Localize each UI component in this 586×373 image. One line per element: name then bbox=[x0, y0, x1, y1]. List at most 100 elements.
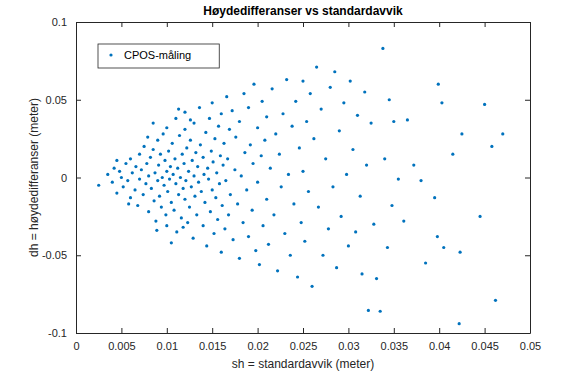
point bbox=[349, 79, 352, 82]
point bbox=[254, 249, 257, 252]
point bbox=[242, 92, 245, 95]
point bbox=[229, 193, 232, 196]
point bbox=[152, 148, 155, 151]
point bbox=[226, 157, 229, 160]
tick-label: -0.05 bbox=[42, 249, 67, 261]
point bbox=[210, 149, 213, 152]
title: Høydedifferanser vs standardavvik bbox=[203, 4, 403, 18]
tick: -0.05 bbox=[42, 249, 81, 261]
point bbox=[131, 171, 134, 174]
point bbox=[189, 139, 192, 142]
point bbox=[307, 190, 310, 193]
tick-mark bbox=[76, 22, 81, 23]
x-axis-top bbox=[77, 22, 531, 27]
point bbox=[402, 219, 405, 222]
point bbox=[170, 201, 173, 204]
point bbox=[220, 251, 223, 254]
tick-label: 0.02 bbox=[247, 340, 268, 352]
point bbox=[183, 111, 186, 114]
tick bbox=[485, 22, 486, 27]
tick: 0.01 bbox=[157, 328, 178, 352]
tick bbox=[439, 22, 440, 27]
point bbox=[156, 179, 159, 182]
point bbox=[161, 176, 164, 179]
point bbox=[483, 103, 486, 106]
point bbox=[187, 170, 190, 173]
point bbox=[317, 205, 320, 208]
point bbox=[183, 128, 186, 131]
tick: 0 bbox=[61, 172, 81, 184]
point bbox=[192, 237, 195, 240]
point bbox=[196, 165, 199, 168]
point bbox=[292, 202, 295, 205]
y-axis-right bbox=[525, 23, 531, 334]
tick-mark bbox=[303, 328, 304, 333]
point bbox=[152, 199, 155, 202]
point bbox=[202, 224, 205, 227]
tick-mark bbox=[76, 178, 81, 179]
point bbox=[220, 112, 223, 115]
point bbox=[106, 173, 109, 176]
point bbox=[163, 159, 166, 162]
point bbox=[183, 198, 186, 201]
point bbox=[154, 219, 157, 222]
point bbox=[360, 272, 363, 275]
point bbox=[256, 181, 259, 184]
point bbox=[386, 246, 389, 249]
point bbox=[212, 160, 215, 163]
point bbox=[204, 131, 207, 134]
point bbox=[359, 195, 362, 198]
tick-label: 0.04 bbox=[429, 340, 450, 352]
point bbox=[212, 232, 215, 235]
tick bbox=[525, 100, 530, 101]
point bbox=[238, 120, 241, 123]
point bbox=[134, 165, 137, 168]
point bbox=[211, 101, 214, 104]
point bbox=[184, 179, 187, 182]
point bbox=[321, 254, 324, 257]
point bbox=[291, 125, 294, 128]
point bbox=[207, 177, 210, 180]
tick-mark bbox=[76, 333, 81, 334]
point bbox=[351, 148, 354, 151]
tick-mark bbox=[485, 22, 486, 27]
point bbox=[150, 187, 153, 190]
point bbox=[165, 170, 168, 173]
tick-mark bbox=[525, 22, 530, 23]
point bbox=[162, 132, 165, 135]
point bbox=[224, 179, 227, 182]
point bbox=[173, 157, 176, 160]
point bbox=[192, 174, 195, 177]
point bbox=[331, 185, 334, 188]
point bbox=[436, 235, 439, 238]
point bbox=[412, 163, 415, 166]
point bbox=[263, 139, 266, 142]
point bbox=[433, 196, 436, 199]
point bbox=[458, 251, 461, 254]
point bbox=[206, 167, 209, 170]
point bbox=[129, 157, 132, 160]
tick-mark bbox=[394, 22, 395, 27]
tick-label: 0 bbox=[61, 172, 67, 184]
point bbox=[379, 310, 382, 313]
point bbox=[199, 143, 202, 146]
tick-mark bbox=[167, 328, 168, 333]
point bbox=[249, 143, 252, 146]
point bbox=[209, 210, 212, 213]
tick-mark bbox=[303, 22, 304, 27]
point bbox=[340, 215, 343, 218]
point bbox=[140, 168, 143, 171]
point bbox=[97, 184, 100, 187]
tick bbox=[303, 22, 304, 27]
point bbox=[160, 205, 163, 208]
point bbox=[133, 188, 136, 191]
tick-mark bbox=[121, 328, 122, 333]
tick bbox=[258, 22, 259, 27]
point bbox=[260, 154, 263, 157]
point bbox=[501, 132, 504, 135]
point bbox=[219, 154, 222, 157]
tick-mark bbox=[76, 255, 81, 256]
point bbox=[222, 142, 225, 145]
tick-mark bbox=[76, 100, 81, 101]
tick-label: 0.045 bbox=[471, 340, 499, 352]
